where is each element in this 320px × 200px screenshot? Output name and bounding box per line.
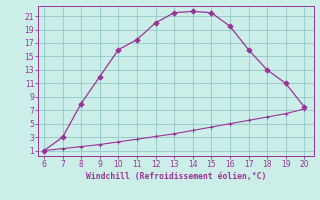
X-axis label: Windchill (Refroidissement éolien,°C): Windchill (Refroidissement éolien,°C) bbox=[86, 172, 266, 181]
